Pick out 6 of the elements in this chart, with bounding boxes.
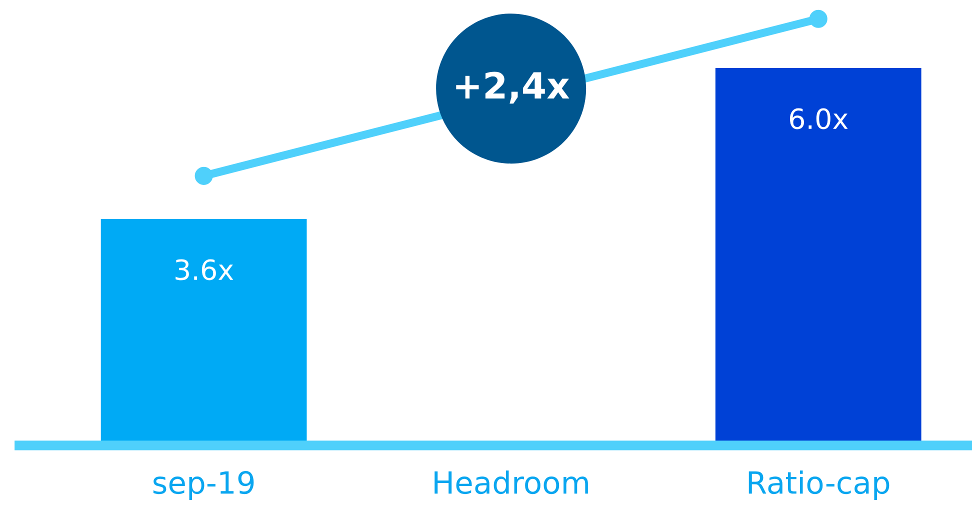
x-tick-label: sep-19 xyxy=(153,470,254,500)
x-tick-label: Headroom xyxy=(434,470,588,494)
x-tick-label: Ratio-cap xyxy=(748,470,890,500)
data-label: 6.0x xyxy=(790,108,848,130)
data-label: 3.6x xyxy=(176,259,234,280)
annotation: +2,4x xyxy=(456,72,570,104)
